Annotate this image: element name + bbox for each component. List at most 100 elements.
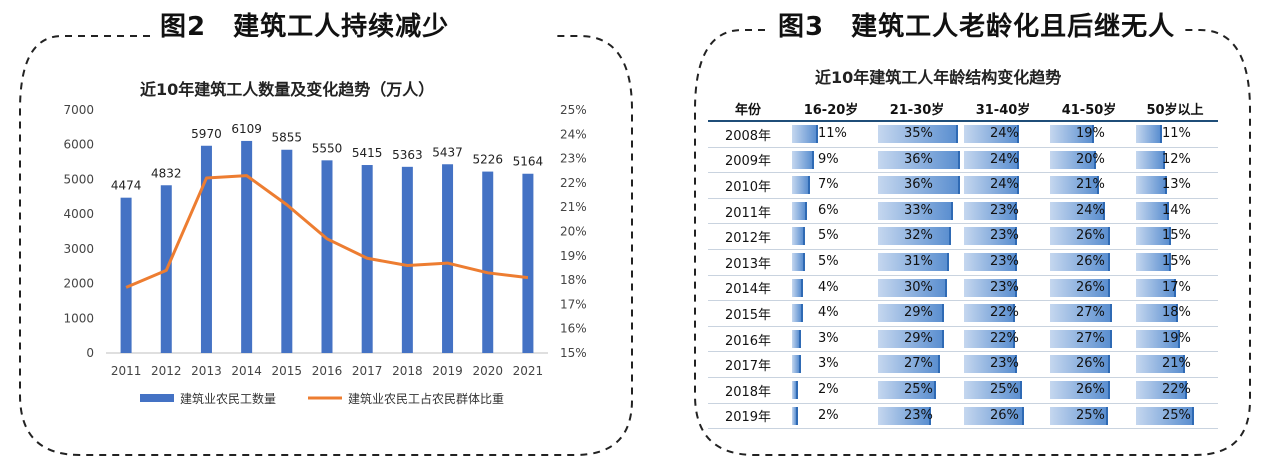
- data-bar-label: 27%: [1076, 305, 1105, 321]
- data-bar-label: 2%: [818, 381, 839, 397]
- data-bar-label: 23%: [990, 202, 1019, 218]
- data-bar-label: 4%: [818, 279, 839, 295]
- value-cell: 23%: [960, 223, 1046, 250]
- data-bar: [964, 304, 1015, 323]
- value-cell: 26%: [1046, 377, 1132, 404]
- bar-data-label: 5437: [432, 145, 463, 159]
- data-bar: [878, 355, 940, 374]
- bar-data-label: 5855: [272, 131, 303, 145]
- data-bar-label: 14%: [1162, 202, 1191, 218]
- data-bar-label: 25%: [990, 381, 1019, 397]
- year-cell: 2017年: [708, 351, 788, 378]
- table-row: 2019年 2% 23% 26% 25% 25%: [708, 403, 1218, 430]
- column-header: 50岁以上: [1132, 96, 1218, 122]
- data-bar-label: 23%: [990, 253, 1019, 269]
- column-header: 年份: [708, 96, 788, 122]
- data-bar: [878, 227, 952, 246]
- value-cell: 23%: [960, 275, 1046, 302]
- x-tick-label: 2013: [191, 364, 222, 378]
- data-bar: [792, 150, 814, 169]
- y-tick-label: 6000: [63, 138, 94, 152]
- y2-tick-label: 25%: [560, 103, 587, 117]
- data-bar: [792, 227, 806, 246]
- year-cell: 2013年: [708, 249, 788, 276]
- y2-tick-label: 18%: [560, 273, 587, 287]
- data-bar: [1136, 380, 1187, 399]
- data-bar-label: 5%: [818, 228, 839, 244]
- data-bar-label: 27%: [904, 356, 933, 372]
- x-tick-label: 2012: [151, 364, 182, 378]
- value-cell: 26%: [1046, 351, 1132, 378]
- data-bar-label: 29%: [904, 330, 933, 346]
- data-bar-label: 22%: [990, 330, 1019, 346]
- value-cell: 15%: [1132, 249, 1218, 276]
- x-tick-label: 2016: [312, 364, 343, 378]
- data-bar-label: 27%: [1076, 330, 1105, 346]
- value-cell: 24%: [960, 172, 1046, 199]
- data-bar: [1050, 150, 1097, 169]
- value-cell: 26%: [1046, 223, 1132, 250]
- data-bar: [1050, 278, 1110, 297]
- worker-count-chart-title: 近10年建筑工人数量及变化趋势（万人）: [140, 80, 435, 99]
- data-bar-label: 15%: [1162, 228, 1191, 244]
- bar: [281, 149, 293, 353]
- value-cell: 33%: [874, 198, 960, 225]
- data-bar-label: 25%: [1076, 407, 1105, 423]
- year-cell: 2008年: [708, 121, 788, 148]
- data-bar-label: 25%: [904, 381, 933, 397]
- data-bar: [1136, 355, 1185, 374]
- x-tick-label: 2021: [513, 364, 544, 378]
- data-bar-label: 24%: [990, 151, 1019, 167]
- value-cell: 25%: [960, 377, 1046, 404]
- table-row: 2014年 4% 30% 23% 26% 17%: [708, 275, 1218, 302]
- data-bar: [792, 176, 810, 195]
- year-cell: 2010年: [708, 172, 788, 199]
- year-cell: 2012年: [708, 223, 788, 250]
- figure-3-title: 图3 建筑工人老龄化且后继无人: [778, 12, 1176, 42]
- value-cell: 19%: [1046, 121, 1132, 148]
- table-row: 2018年 2% 25% 25% 26% 22%: [708, 377, 1218, 404]
- value-cell: 35%: [874, 121, 960, 148]
- value-cell: 18%: [1132, 300, 1218, 327]
- data-bar-label: 26%: [1076, 356, 1105, 372]
- data-bar: [792, 252, 806, 271]
- value-cell: 21%: [1046, 172, 1132, 199]
- data-bar: [878, 176, 960, 195]
- year-cell: 2016年: [708, 326, 788, 353]
- value-cell: 9%: [788, 147, 874, 174]
- legend-label-line: 建筑业农民工占农民群体比重: [348, 391, 504, 406]
- column-header: 16-20岁: [788, 96, 874, 122]
- data-bar: [792, 304, 803, 323]
- data-bar-label: 24%: [990, 126, 1019, 141]
- data-bar: [792, 278, 803, 297]
- y2-tick-label: 19%: [560, 249, 587, 263]
- legend-swatch-bar: [140, 394, 174, 402]
- value-cell: 24%: [960, 147, 1046, 174]
- bar-data-label: 6109: [231, 122, 262, 136]
- data-bar: [1050, 355, 1110, 374]
- data-bar: [964, 380, 1022, 399]
- x-tick-label: 2011: [111, 364, 142, 378]
- data-bar: [1050, 380, 1110, 399]
- table-row: 2011年 6% 33% 23% 24% 14%: [708, 198, 1218, 225]
- y-tick-label: 0: [86, 346, 94, 360]
- legend-label-bar: 建筑业农民工数量: [180, 391, 276, 406]
- value-cell: 7%: [788, 172, 874, 199]
- value-cell: 26%: [1046, 275, 1132, 302]
- data-bar: [1050, 329, 1112, 348]
- data-bar: [1136, 201, 1170, 220]
- bar-data-label: 5970: [191, 127, 222, 141]
- data-bar-label: 3%: [818, 330, 839, 346]
- table-row: 2012年 5% 32% 23% 26% 15%: [708, 223, 1218, 250]
- bar-data-label: 4832: [151, 166, 182, 180]
- bar: [522, 173, 534, 353]
- bar-data-label: 5226: [472, 153, 503, 167]
- value-cell: 5%: [788, 223, 874, 250]
- x-tick-label: 2019: [432, 364, 463, 378]
- data-bar: [1136, 278, 1176, 297]
- data-bar-label: 4%: [818, 305, 839, 321]
- table-row: 2008年 11% 35% 24% 19% 11%: [708, 121, 1218, 148]
- bar: [482, 171, 494, 353]
- y2-tick-label: 23%: [560, 152, 587, 166]
- bar: [321, 160, 333, 353]
